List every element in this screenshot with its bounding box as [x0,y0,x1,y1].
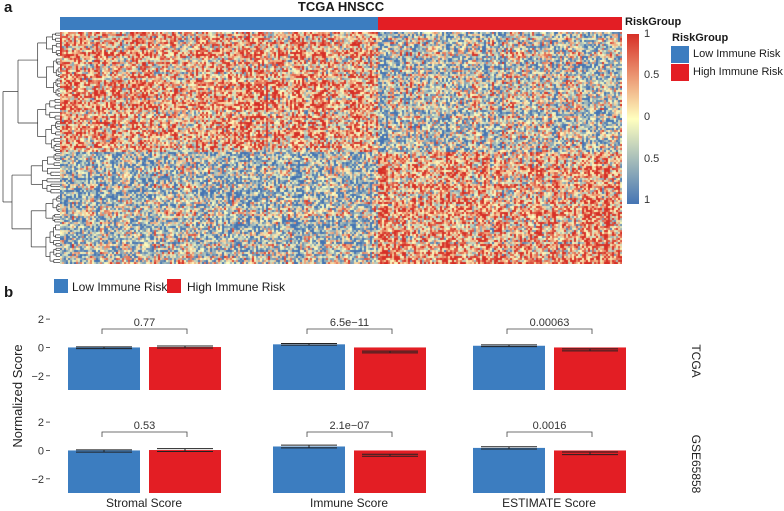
bar [149,347,221,390]
x-category-label: Immune Score [310,496,388,510]
y-tick-label: −2 [31,371,44,383]
legend-label-high: High Immune Risk [187,280,286,294]
significance-bracket [101,328,188,334]
bar [473,447,545,493]
legend-swatch-low [671,46,689,63]
significance-bracket [306,431,393,437]
legend-swatch-high [167,279,181,293]
y-tick-label: −2 [31,474,44,486]
legend-swatch-low [54,279,68,293]
colorbar-tick: 0.5 [644,69,660,81]
bar [473,345,545,390]
legend-label-low: Low Immune Risk [693,48,781,60]
significance-bracket [506,431,593,437]
bar [354,450,426,493]
annotation-label: RiskGroup [625,16,682,28]
bar [68,450,140,493]
p-value-label: 0.0016 [533,420,567,432]
bar [554,450,626,493]
legend-title: RiskGroup [672,32,729,44]
colorbar-tick: 0 [644,111,651,123]
annotation-high-risk [378,17,622,30]
bar [554,347,626,390]
legend-label-high: High Immune Risk [693,66,783,78]
colorbar-tick: 1 [644,194,651,206]
heatmap-cells [60,32,622,264]
significance-bracket [101,431,188,437]
legend-swatch-high [671,64,689,81]
y-tick-label: 2 [38,314,44,326]
colorbar-tick: 0.5 [644,153,660,165]
x-category-label: Stromal Score [106,496,182,510]
p-value-label: 2.1e−07 [329,420,369,432]
p-value-label: 6.5e−11 [330,317,369,329]
heatmap-colorbar [627,34,639,204]
heatmap-title: TCGA HNSCC [297,0,385,14]
annotation-low-risk [60,17,378,30]
bar [273,446,345,493]
bar [273,344,345,390]
x-category-label: ESTIMATE Score [502,496,596,510]
legend-label-low: Low Immune Risk [72,280,168,294]
panel-b-letter: b [4,284,14,301]
bar [354,347,426,390]
row-dendrogram [2,32,60,263]
p-value-label: 0.77 [134,317,155,329]
facet-label: TCGA [689,344,703,377]
panel-a-letter: a [4,0,13,16]
significance-bracket [306,328,393,334]
y-tick-label: 0 [38,342,44,354]
significance-bracket [506,328,593,334]
y-tick-label: 0 [38,445,44,457]
p-value-label: 0.53 [134,420,155,432]
bar [149,450,221,493]
y-tick-label: 2 [38,417,44,429]
facet-label: GSE65858 [689,435,703,494]
y-axis-label: Normalized Score [10,344,25,447]
bar [68,347,140,390]
p-value-label: 0.00063 [530,317,570,329]
colorbar-tick: 1 [644,28,651,40]
